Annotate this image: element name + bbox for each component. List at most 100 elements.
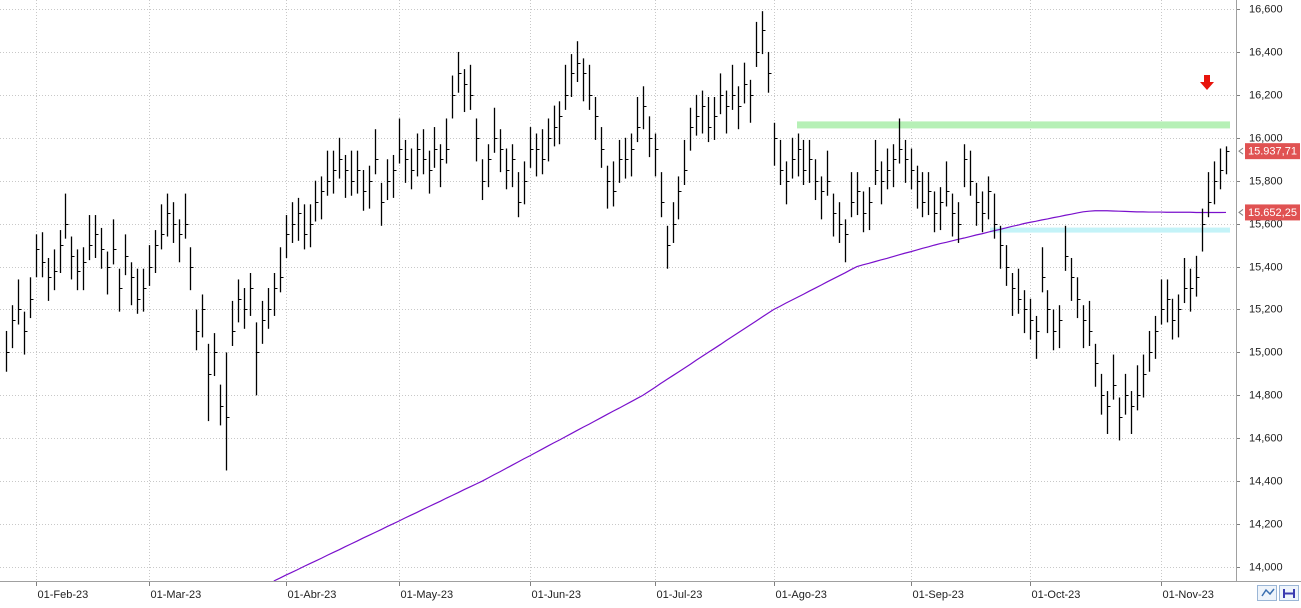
- price-bar: [987, 176, 992, 220]
- price-bar: [255, 322, 260, 396]
- price-bar: [951, 193, 956, 237]
- price-bar: [672, 202, 677, 243]
- price-bar: [1035, 315, 1040, 359]
- y-tick-label: 15,000: [1249, 346, 1283, 358]
- price-bar: [1052, 309, 1057, 351]
- x-tick-label: 01-Feb-23: [38, 589, 89, 601]
- price-bar: [481, 159, 486, 201]
- price-bar: [981, 191, 986, 233]
- price-bar: [553, 105, 558, 147]
- price-bar: [1029, 298, 1034, 340]
- price-bar: [451, 75, 456, 119]
- price-bar: [166, 193, 171, 237]
- price-bar: [463, 69, 468, 113]
- x-tick-label: 01-Sep-23: [913, 589, 964, 601]
- price-bar: [1106, 391, 1111, 434]
- price-bar: [1046, 290, 1051, 334]
- price-bar: [130, 262, 135, 306]
- price-bar: [1136, 365, 1141, 411]
- price-bar: [100, 227, 105, 269]
- price-bar: [112, 219, 117, 265]
- price-bar: [1160, 279, 1165, 325]
- price-bar: [517, 172, 522, 218]
- price-bar: [927, 172, 932, 216]
- x-tick-label: 01-Jul-23: [657, 589, 703, 601]
- price-bar: [582, 58, 587, 102]
- price-bar: [410, 148, 415, 190]
- price-bar: [94, 215, 99, 258]
- price-bar: [1142, 354, 1147, 398]
- price-bar: [487, 144, 492, 188]
- price-bar: [1213, 161, 1218, 205]
- price-bar: [1118, 397, 1123, 441]
- price-bar: [939, 187, 944, 231]
- price-bar: [1154, 315, 1159, 359]
- price-bar: [880, 161, 885, 205]
- price-bar: [76, 249, 81, 291]
- price-bar: [820, 176, 825, 220]
- price-bar: [1171, 298, 1176, 340]
- price-bar: [785, 161, 790, 205]
- price-bar: [743, 62, 748, 104]
- overlay-layer: 14,000 14,200 14,400 14,600 14,800 15,000 15,2…: [38, 3, 1300, 601]
- price-bar: [541, 129, 546, 175]
- price-bar: [136, 268, 141, 314]
- toolbar: [1257, 585, 1299, 601]
- price-bar: [529, 127, 534, 168]
- price-bar: [558, 101, 563, 145]
- price-bar: [844, 219, 849, 263]
- y-tick-label: 14,200: [1249, 518, 1283, 530]
- arrow-head: [1200, 82, 1214, 90]
- price-bar: [231, 300, 236, 346]
- price-bar: [1094, 343, 1099, 387]
- price-bar: [303, 204, 308, 250]
- price-bar: [660, 172, 665, 218]
- y-tick-label: 14,400: [1249, 475, 1283, 487]
- price-bar: [856, 172, 861, 216]
- level-band: [990, 227, 1230, 233]
- price-pointer: [1238, 147, 1244, 155]
- price-bar: [695, 94, 700, 136]
- price-bar: [356, 150, 361, 194]
- signal-arrow: [1200, 75, 1214, 90]
- price-bar: [1195, 255, 1200, 297]
- price-bar: [916, 165, 921, 209]
- price-bar: [398, 118, 403, 164]
- price-bar: [910, 148, 915, 190]
- price-label-box: [1245, 204, 1300, 221]
- price-bar: [142, 268, 147, 312]
- price-bar: [291, 202, 296, 243]
- price-bar: [1058, 305, 1063, 349]
- price-bar: [648, 116, 653, 158]
- price-bar: [1041, 247, 1046, 293]
- price-bar: [273, 273, 278, 316]
- price-bar: [338, 137, 343, 179]
- price-bar: [433, 127, 438, 168]
- price-bar: [17, 279, 22, 325]
- price-bar: [53, 249, 58, 291]
- price-pointer: [1238, 209, 1244, 216]
- price-bar: [1201, 208, 1206, 252]
- y-tick-label: 14,000: [1249, 561, 1283, 573]
- price-bar: [642, 86, 647, 130]
- price-bar: [975, 182, 980, 226]
- y-tick-label: 14,800: [1249, 389, 1283, 401]
- y-tick-label: 14,600: [1249, 432, 1283, 444]
- zoom-button[interactable]: [1257, 585, 1277, 601]
- price-bar: [1177, 294, 1182, 338]
- price-bar: [267, 288, 272, 329]
- price-bar: [404, 139, 409, 183]
- price-bar: [29, 277, 34, 319]
- price-bar: [731, 64, 736, 110]
- price-bar: [564, 64, 569, 110]
- price-bar: [904, 139, 909, 183]
- price-bar: [945, 161, 950, 207]
- price-bar: [309, 204, 314, 248]
- price-bar: [713, 97, 718, 140]
- price-bar: [392, 154, 397, 198]
- price-bar: [654, 133, 659, 177]
- price-bar: [999, 225, 1004, 269]
